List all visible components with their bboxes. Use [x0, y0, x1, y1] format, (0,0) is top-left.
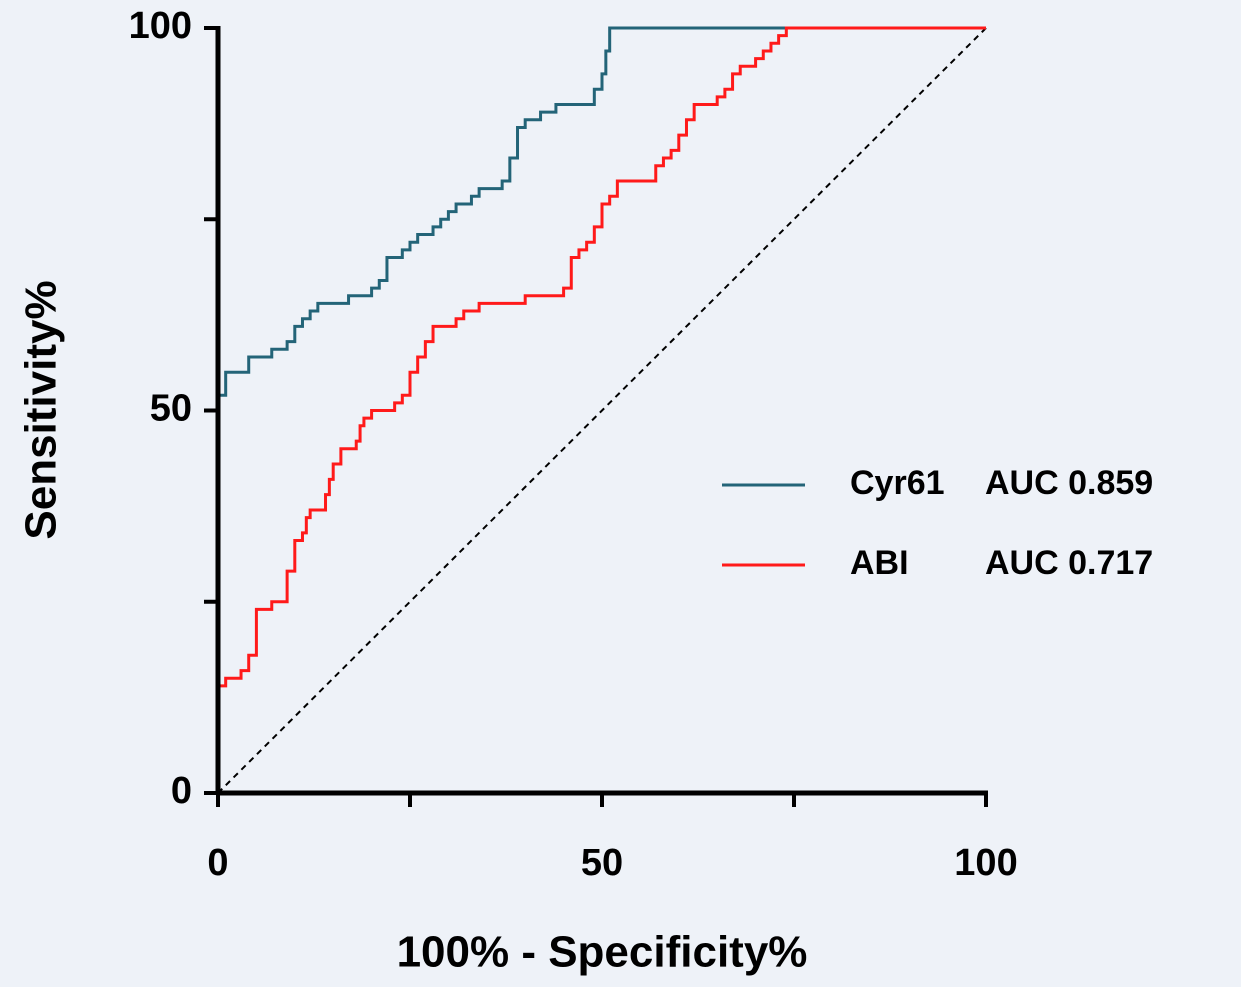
- legend-label: Cyr61: [850, 464, 945, 502]
- x-axis-title: 100% - Specificity%: [397, 928, 808, 977]
- x-tick-label: 0: [207, 842, 228, 884]
- x-tick-label: 100: [954, 842, 1017, 884]
- roc-curve: [216, 26, 986, 793]
- y-tick-label: 50: [150, 388, 192, 430]
- roc-curve: [216, 26, 986, 793]
- y-axis-title: Sensitivity%: [17, 280, 66, 539]
- legend-annotation: AUC 0.717: [985, 544, 1153, 582]
- y-tick-label: 0: [171, 770, 192, 812]
- legend-label: ABI: [850, 544, 909, 582]
- y-tick-label: 100: [129, 5, 192, 47]
- reference-line: [217, 27, 987, 794]
- legend-annotation: AUC 0.859: [985, 464, 1153, 502]
- x-tick-label: 50: [581, 842, 623, 884]
